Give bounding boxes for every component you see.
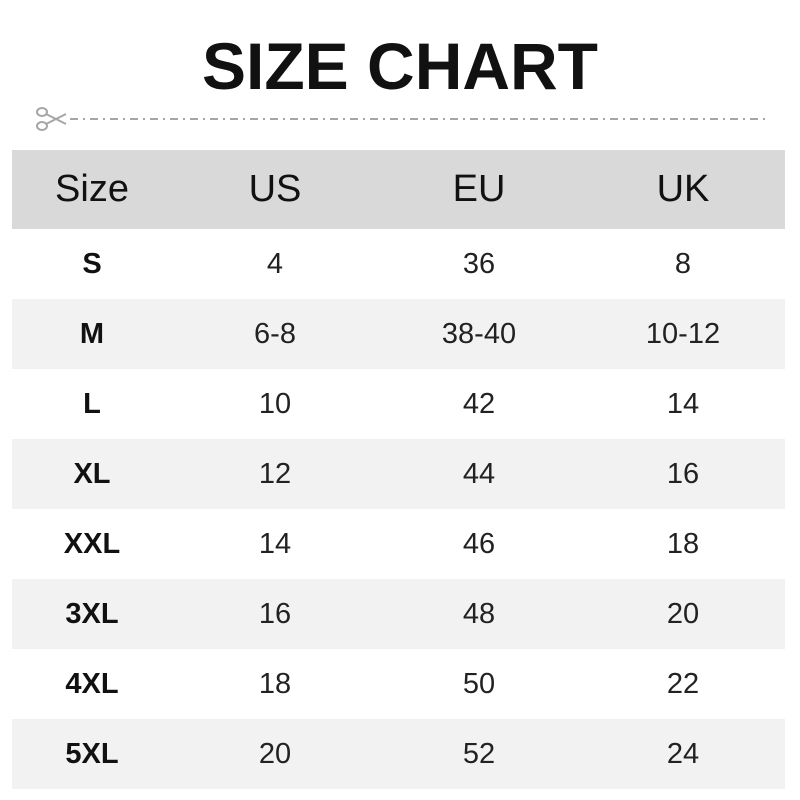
cell-uk: 20 <box>666 597 700 630</box>
cell-uk: 18 <box>666 527 700 560</box>
cell-size: M <box>79 317 105 350</box>
cell-eu: 38-40 <box>441 317 517 350</box>
cell-uk: 22 <box>666 667 700 700</box>
cell-eu: 52 <box>462 737 496 770</box>
table-row: 5XL 20 52 24 <box>12 719 785 789</box>
cell-size: XL <box>73 457 111 490</box>
table-row: M 6-8 38-40 10-12 <box>12 299 785 369</box>
cell-us: 4 <box>266 247 284 280</box>
cell-us: 12 <box>258 457 292 490</box>
cell-size: 4XL <box>65 667 119 700</box>
cell-uk: 24 <box>666 737 700 770</box>
header-us: US <box>248 168 302 210</box>
cell-size: XXL <box>63 527 121 560</box>
cell-eu: 42 <box>462 387 496 420</box>
cell-us: 14 <box>258 527 292 560</box>
table-row: XXL 14 46 18 <box>12 509 785 579</box>
cell-us: 10 <box>258 387 292 420</box>
table-header-row: Size US EU UK <box>12 150 785 229</box>
table-row: L 10 42 14 <box>12 369 785 439</box>
header-eu: EU <box>452 168 506 210</box>
cell-eu: 46 <box>462 527 496 560</box>
cell-eu: 44 <box>462 457 496 490</box>
table-row: XL 12 44 16 <box>12 439 785 509</box>
cell-uk: 8 <box>674 247 692 280</box>
table-row: 4XL 18 50 22 <box>12 649 785 719</box>
cell-us: 6-8 <box>254 317 296 350</box>
cell-eu: 36 <box>462 247 496 280</box>
cell-uk: 14 <box>666 387 700 420</box>
cell-us: 18 <box>258 667 292 700</box>
page-title: SIZE CHART <box>202 29 598 103</box>
header-size: Size <box>55 168 129 210</box>
table-row: 3XL 16 48 20 <box>12 579 785 649</box>
header-uk: UK <box>656 168 710 210</box>
cell-size: S <box>82 247 102 280</box>
scissors-icon <box>36 107 67 131</box>
cell-eu: 50 <box>462 667 496 700</box>
cell-size: 5XL <box>65 737 119 770</box>
cell-eu: 48 <box>462 597 496 630</box>
cut-line <box>36 107 766 131</box>
cell-us: 16 <box>258 597 292 630</box>
cell-uk: 16 <box>666 457 700 490</box>
size-table: Size US EU UK S 4 36 8 M 6-8 38-40 10-12 L 10 42 14… <box>12 150 785 789</box>
table-row: S 4 36 8 <box>12 229 785 299</box>
cell-size: L <box>83 387 101 420</box>
cell-uk: 10-12 <box>645 317 721 350</box>
cell-size: 3XL <box>65 597 119 630</box>
cell-us: 20 <box>258 737 292 770</box>
